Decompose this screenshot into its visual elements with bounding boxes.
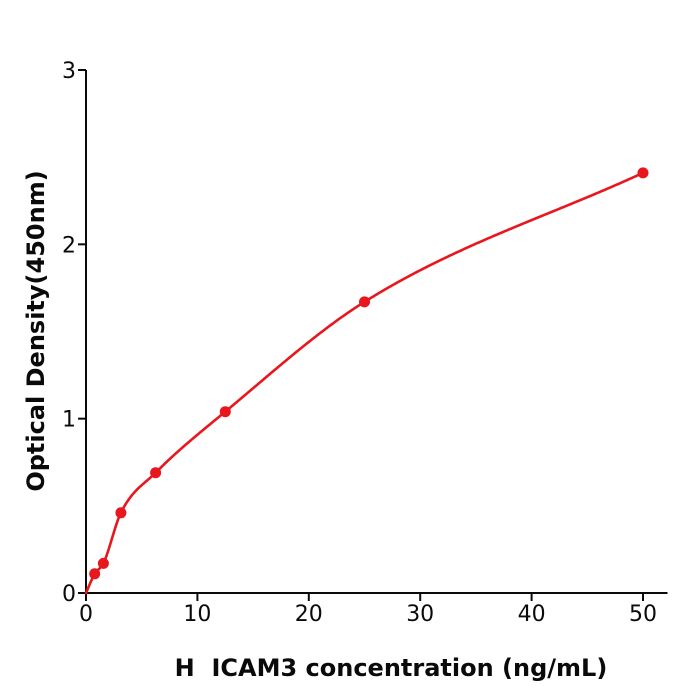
x-axis-ticks [85, 593, 644, 601]
scatter-points [89, 167, 649, 580]
y-tick-label: 3 [62, 59, 76, 84]
x-tick-label: 30 [406, 602, 434, 627]
x-tick-label: 20 [295, 602, 323, 627]
x-tick-label: 50 [629, 602, 657, 627]
fit-curve-line [84, 171, 645, 595]
y-axis-ticks [78, 69, 86, 594]
y-tick-label: 2 [62, 233, 76, 258]
y-axis-title: Optical Density(450nm) [22, 170, 50, 491]
data-point [115, 507, 127, 519]
data-point [89, 568, 101, 580]
x-tick-label: 40 [518, 602, 546, 627]
x-axis-tick-labels: 0 10 20 30 40 50 [79, 602, 657, 627]
data-point [97, 557, 109, 569]
data-point [219, 406, 231, 418]
y-tick-label: 0 [62, 582, 76, 607]
y-axis-tick-labels: 0 1 2 3 [62, 59, 76, 607]
data-point [637, 167, 649, 179]
x-axis-title: H ICAM3 concentration (ng/mL) [175, 654, 608, 682]
axes-spines [85, 70, 668, 594]
data-point [359, 296, 370, 308]
x-tick-label: 0 [79, 602, 93, 627]
x-tick-label: 10 [183, 602, 211, 627]
y-tick-label: 1 [62, 408, 76, 433]
data-point [150, 467, 162, 479]
